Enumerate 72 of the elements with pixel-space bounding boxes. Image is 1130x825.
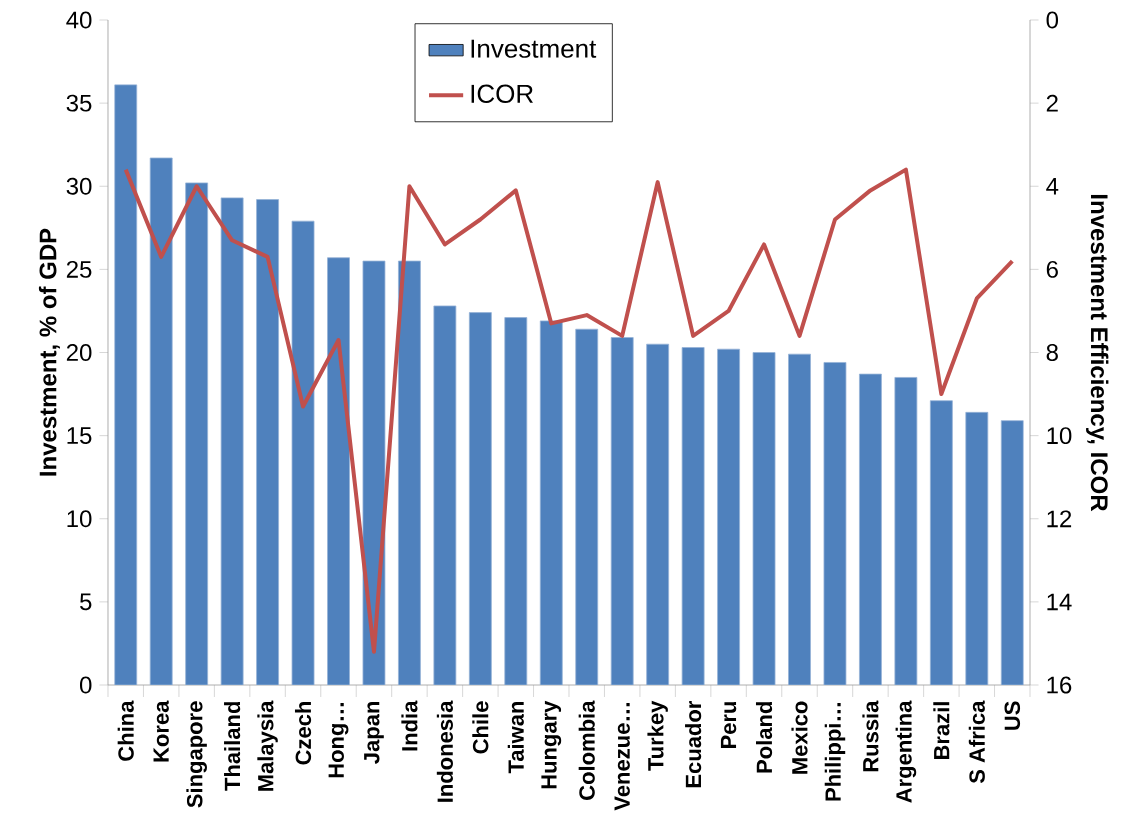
x-tick-label: Poland bbox=[755, 702, 773, 773]
bar bbox=[327, 257, 350, 685]
x-tick-label: Turkey bbox=[647, 700, 668, 771]
y2-tick-label: 6 bbox=[1046, 260, 1058, 278]
y-tick-label: 10 bbox=[67, 510, 92, 528]
bar bbox=[504, 317, 528, 685]
y2-axis-title: Investment Efficiency, ICOR bbox=[1086, 194, 1109, 512]
y2-tick-label: 2 bbox=[1046, 94, 1058, 112]
y2-tick-label: 10 bbox=[1047, 427, 1072, 445]
bar bbox=[575, 328, 599, 685]
y-axis-title: Investment, % of GDP bbox=[38, 228, 60, 476]
x-tick-label: Peru bbox=[720, 702, 737, 749]
x-tick-label: Chile bbox=[472, 701, 489, 754]
y-tick-label: 0 bbox=[79, 676, 92, 694]
bar bbox=[646, 343, 670, 685]
x-tick-label: Venezue… bbox=[614, 703, 630, 811]
y-tick-label: 25 bbox=[66, 260, 92, 278]
legend-label: Investment bbox=[471, 39, 597, 58]
y2-tick-label: 16 bbox=[1047, 676, 1072, 694]
x-tick-label: Malaysia bbox=[257, 700, 278, 791]
x-tick-label: India bbox=[401, 700, 418, 751]
bar bbox=[256, 199, 279, 685]
bar bbox=[859, 373, 882, 685]
bar bbox=[894, 377, 918, 685]
x-tick-label: Philippi… bbox=[824, 703, 846, 801]
bar bbox=[788, 353, 811, 685]
y2-tick-label: 12 bbox=[1047, 510, 1072, 528]
bar bbox=[149, 157, 173, 685]
y-tick-label: 15 bbox=[67, 427, 92, 444]
bar bbox=[398, 260, 421, 685]
line-series bbox=[123, 167, 1015, 654]
bar bbox=[185, 182, 209, 685]
x-tick-label: Colombia bbox=[578, 700, 595, 800]
bar bbox=[539, 320, 563, 685]
x-tick-label: Thailand bbox=[224, 702, 241, 791]
bar bbox=[823, 362, 847, 685]
x-tick-label: Brazil bbox=[933, 702, 950, 760]
x-tick-label: China bbox=[117, 700, 134, 761]
bar bbox=[929, 400, 953, 685]
bar bbox=[468, 312, 492, 685]
bar bbox=[1000, 420, 1024, 685]
bar bbox=[965, 411, 989, 685]
x-tick-label: Japan bbox=[364, 701, 384, 764]
bar bbox=[610, 337, 634, 685]
y-tick-label: 35 bbox=[66, 94, 92, 112]
x-tick-label: Taiwan bbox=[507, 701, 524, 774]
x-tick-label: Korea bbox=[153, 700, 169, 762]
y2-tick-label: 0 bbox=[1046, 11, 1059, 29]
bar bbox=[433, 305, 457, 685]
x-tick-label: Singapore bbox=[186, 701, 207, 808]
x-tick-label: US bbox=[1004, 701, 1021, 730]
x-tick-label: Ecuador bbox=[685, 700, 702, 788]
y2-tick-label: 8 bbox=[1046, 344, 1058, 361]
bar bbox=[717, 348, 740, 685]
x-tick-label: Hong… bbox=[328, 703, 349, 778]
x-tick-label: Czech bbox=[294, 701, 312, 765]
x-tick-label: Hungary bbox=[541, 700, 562, 789]
bar bbox=[752, 352, 776, 685]
y-tick-label: 5 bbox=[80, 593, 92, 611]
y2-tick-label: 4 bbox=[1046, 178, 1059, 195]
y-tick-label: 40 bbox=[66, 11, 92, 29]
x-tick-label: Mexico bbox=[791, 701, 808, 774]
y-tick-label: 20 bbox=[66, 344, 92, 361]
y-tick-label: 30 bbox=[66, 177, 92, 195]
legend-label: ICOR bbox=[471, 84, 533, 104]
x-tick-label: S Africa bbox=[968, 700, 985, 784]
x-tick-label: Argentina bbox=[895, 700, 917, 803]
x-tick-label: Indonesia bbox=[436, 700, 453, 802]
x-tick-label: Russia bbox=[862, 700, 879, 772]
bar bbox=[681, 347, 705, 685]
y2-tick-label: 14 bbox=[1047, 593, 1072, 611]
bar bbox=[114, 84, 138, 685]
